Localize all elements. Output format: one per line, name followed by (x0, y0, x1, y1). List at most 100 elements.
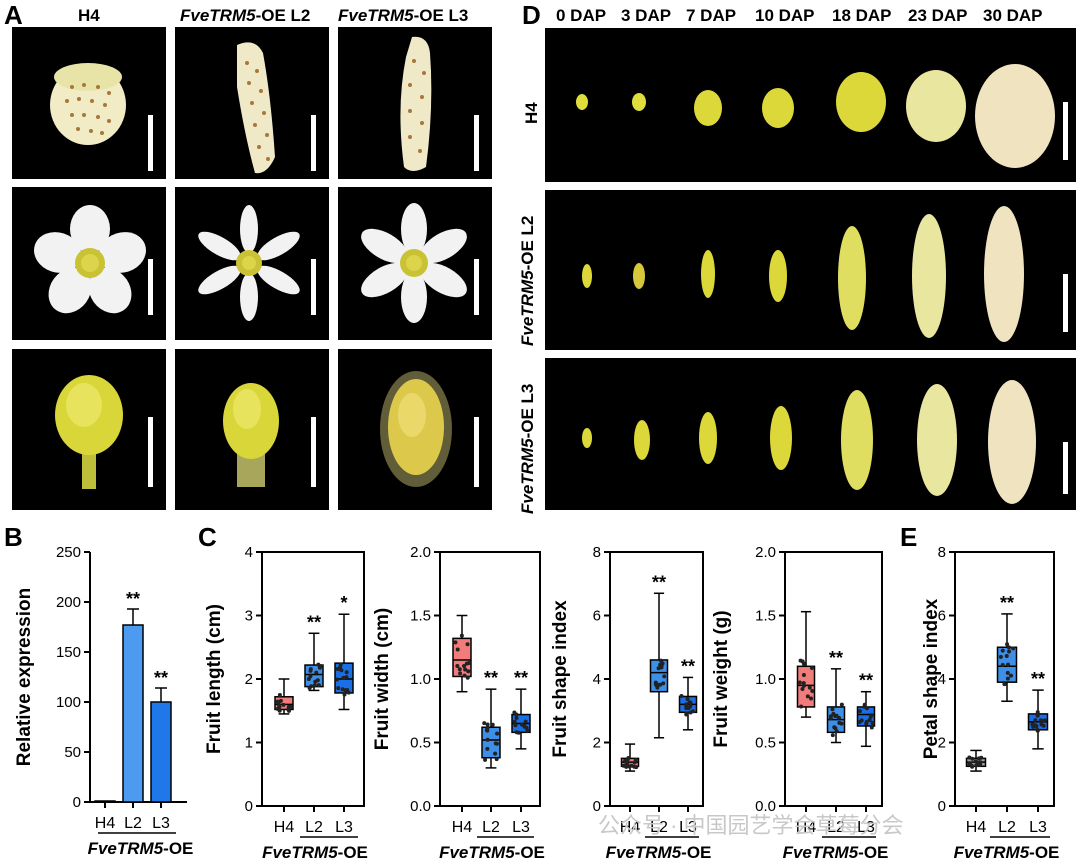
data-point (463, 667, 468, 672)
data-point (970, 764, 975, 769)
y-tick-label-e: 2 (938, 735, 946, 752)
data-point (830, 733, 835, 738)
data-point (830, 707, 835, 712)
data-point (514, 716, 519, 721)
x-tick-label-c3: L2 (650, 819, 668, 836)
y-tick-label-c2: 1.0 (410, 671, 431, 688)
y-axis-label-b: Relative expression (14, 588, 35, 766)
data-point (485, 746, 490, 751)
l3-flower-illustration (361, 203, 467, 323)
photo-d-l2-series (545, 190, 1076, 350)
data-point (275, 699, 280, 704)
data-point (1038, 718, 1043, 723)
data-point (462, 664, 467, 669)
box-h4 (796, 665, 816, 708)
significance-l2: ** (829, 648, 843, 668)
data-point (839, 721, 844, 726)
data-point (685, 697, 690, 702)
data-point (1006, 645, 1011, 650)
data-point (465, 675, 470, 680)
panel-letter-d: D (522, 0, 541, 30)
data-point (1002, 682, 1007, 687)
data-point (1009, 673, 1014, 678)
scale-bar (148, 115, 153, 171)
bar-h4 (94, 800, 116, 803)
data-point (466, 669, 471, 674)
data-point (998, 654, 1003, 659)
data-point (286, 704, 291, 709)
data-point (485, 725, 490, 730)
x-tick-label-c4: L2 (827, 819, 845, 836)
bar-l3 (150, 701, 172, 803)
dap-label-3: 3 DAP (621, 6, 672, 25)
data-point (315, 678, 320, 683)
data-point (334, 677, 339, 682)
data-point (278, 698, 283, 703)
data-point (344, 670, 349, 675)
data-point (514, 712, 519, 717)
data-point (1000, 663, 1005, 668)
y-tick-label-e: 0 (938, 798, 946, 815)
y-tick-label-c4: 0.5 (755, 735, 776, 752)
x-tick-label-c1: L2 (305, 819, 323, 836)
y-tick-label-c3: 6 (593, 608, 601, 625)
data-point (679, 694, 684, 699)
y-tick-label-b: 0 (73, 794, 81, 811)
data-point (662, 674, 667, 679)
dap-label-23: 23 DAP (908, 6, 968, 25)
data-point (345, 687, 350, 692)
data-point (684, 706, 689, 711)
y-tick-label-c2: 0.5 (410, 735, 431, 752)
data-point (308, 668, 313, 673)
data-point (455, 647, 460, 652)
data-point (277, 705, 282, 710)
data-point (621, 763, 626, 768)
data-point (974, 763, 979, 768)
data-point (512, 719, 517, 724)
h4-fruit-illustration (50, 63, 126, 145)
data-point (857, 709, 862, 714)
y-tick-label-e: 8 (938, 544, 946, 561)
data-point (286, 708, 291, 713)
data-point (482, 721, 487, 726)
scale-bar (474, 259, 479, 315)
data-point (1042, 718, 1047, 723)
group-label-b: FveTRM5-OE (88, 839, 194, 858)
y-axis-label-c4: Fruit weight (g) (711, 610, 732, 747)
significance-l3: ** (154, 668, 168, 688)
data-point (833, 726, 838, 731)
panel-letter-c: C (198, 522, 217, 552)
data-point (687, 700, 692, 705)
data-point (1006, 662, 1011, 667)
y-axis-label-e: Petal shape index (921, 598, 942, 759)
h4-development-illustration (576, 64, 1055, 168)
data-point (459, 633, 464, 638)
data-point (316, 683, 321, 688)
data-point (684, 702, 689, 707)
y-tick-label-c2: 1.5 (410, 608, 431, 625)
data-point (1031, 724, 1036, 729)
photo-l3-flower (338, 187, 492, 340)
y-tick-label-c1: 1 (245, 735, 253, 752)
data-point (801, 683, 806, 688)
data-point (306, 677, 311, 682)
data-point (525, 729, 530, 734)
significance-l3: ** (859, 671, 873, 691)
y-tick-label-c3: 0 (593, 798, 601, 815)
y-tick-label-b: 50 (64, 744, 81, 761)
y-tick-label-c1: 3 (245, 608, 253, 625)
data-point (979, 755, 984, 760)
y-tick-label-e: 6 (938, 608, 946, 625)
data-point (1004, 654, 1009, 659)
data-point (524, 725, 529, 730)
panel-a-header-l3: FveTRM5-OE L3 (338, 6, 468, 26)
significance-l3: * (340, 593, 347, 613)
data-point (494, 757, 499, 762)
y-tick-label-e: 4 (938, 671, 946, 688)
y-axis-label-c1: Fruit length (cm) (204, 604, 225, 754)
scale-bar (148, 417, 153, 487)
data-point (344, 675, 349, 680)
data-point (485, 737, 490, 742)
x-tick-label-b: H4 (95, 815, 116, 832)
data-point (493, 741, 498, 746)
